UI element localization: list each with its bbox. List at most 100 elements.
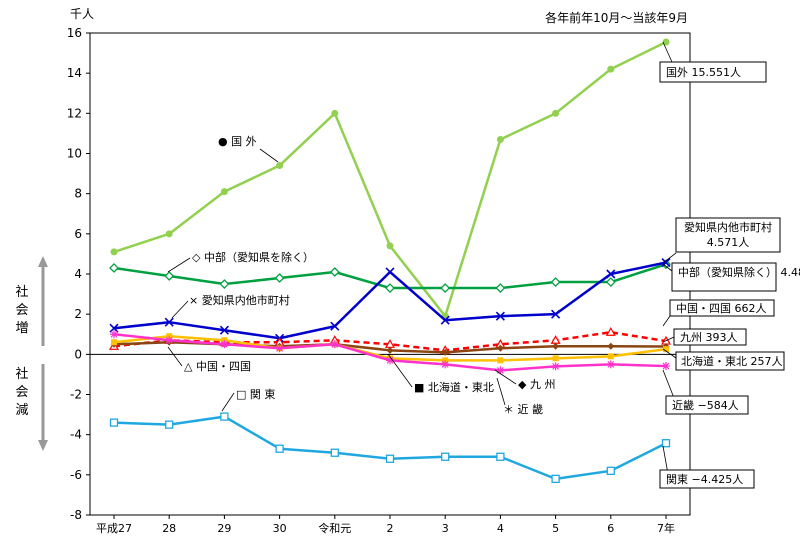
data-point — [165, 336, 174, 345]
increase-arrow — [38, 256, 48, 346]
callout-overseas: 国外 15.551人 — [659, 61, 767, 83]
data-point — [441, 452, 450, 461]
svg-text:近畿 −584人: 近畿 −584人 — [672, 398, 739, 412]
y-tick-label: 14 — [67, 66, 82, 80]
x-tick-label: 5 — [552, 522, 559, 535]
y-tick-label: 6 — [74, 227, 82, 241]
data-point — [164, 317, 174, 327]
data-point — [276, 162, 284, 170]
legend-label-kanto: □ 関 東 — [236, 388, 275, 401]
data-point — [219, 325, 229, 335]
series-layer — [108, 38, 672, 484]
series-0 — [110, 38, 670, 320]
increase-char-1: 社 — [15, 284, 28, 300]
data-point — [164, 271, 175, 281]
data-point — [606, 466, 615, 475]
svg-text:愛知県内他市町村: 愛知県内他市町村 — [684, 220, 772, 234]
data-point — [385, 454, 395, 463]
data-point — [220, 188, 228, 196]
data-point — [551, 362, 560, 371]
data-point — [496, 452, 505, 461]
callout-kyushu: 九州 393人 — [673, 328, 747, 346]
data-point — [606, 269, 616, 279]
x-tick-label: 28 — [162, 522, 176, 535]
series-7 — [109, 412, 671, 484]
plot-area — [89, 32, 691, 516]
data-point — [220, 412, 229, 421]
period-note: 各年前年10月～当該年9月 — [545, 10, 688, 25]
x-tick-label: 令和元 — [318, 521, 351, 535]
svg-text:4.571人: 4.571人 — [707, 236, 750, 249]
data-point — [496, 366, 505, 375]
data-point — [605, 277, 616, 287]
data-point — [109, 263, 119, 273]
y-tick-label: 8 — [74, 187, 82, 201]
legend-label-kinki: ＊ 近 畿 — [503, 402, 543, 416]
data-point — [663, 346, 669, 353]
x-tick-label: 4 — [497, 522, 504, 535]
increase-char-3: 増 — [15, 321, 28, 336]
decrease-char-2: 会 — [15, 385, 28, 400]
data-point — [552, 342, 560, 350]
y-tick-label: 4 — [74, 267, 82, 281]
svg-text:関東 −4.425人: 関東 −4.425人 — [666, 473, 743, 486]
data-point — [386, 346, 394, 354]
data-point — [110, 330, 118, 339]
data-point — [109, 418, 119, 427]
leader-lines — [167, 41, 677, 475]
y-tick-label: 10 — [67, 147, 82, 161]
data-point — [165, 420, 174, 429]
data-point — [440, 315, 450, 325]
data-point — [386, 242, 394, 250]
legend-label-overseas: ● 国 外 — [218, 135, 257, 148]
svg-text:中国・四国 662人: 中国・四国 662人 — [676, 302, 767, 315]
data-point — [275, 444, 284, 453]
callout-chubu: 中部（愛知県除く） 4.485人 — [671, 262, 800, 292]
data-point — [441, 348, 449, 356]
data-point — [605, 327, 616, 336]
data-point — [385, 267, 395, 277]
legend-label-hokkaido: ■ 北海道・東北 — [414, 380, 494, 394]
data-point — [330, 340, 339, 349]
x-tick-label: 30 — [273, 522, 287, 535]
data-point — [109, 323, 119, 333]
svg-text:中部（愛知県除く） 4.485人: 中部（愛知県除く） 4.485人 — [678, 265, 800, 279]
svg-text:国外 15.551人: 国外 15.551人 — [666, 66, 741, 79]
data-point — [661, 257, 671, 268]
y-tick-label: 2 — [74, 307, 82, 321]
svg-text:九州 393人: 九州 393人 — [680, 331, 738, 344]
y-tick-label: -4 — [70, 428, 82, 442]
x-tick-label: 2 — [387, 522, 394, 535]
data-point — [275, 344, 284, 353]
data-point — [495, 311, 505, 321]
callout-kinki: 近畿 −584人 — [665, 395, 749, 415]
y-tick-label: -8 — [70, 508, 82, 522]
data-point — [495, 283, 506, 293]
callout-chugoku: 中国・四国 662人 — [669, 299, 775, 317]
data-point — [221, 337, 228, 344]
data-point — [606, 360, 615, 369]
data-point — [165, 230, 173, 238]
legend-label-chugoku: △ 中国・四国 — [184, 360, 251, 373]
data-point — [219, 279, 230, 289]
increase-char-2: 会 — [15, 303, 28, 318]
data-point — [551, 474, 560, 484]
callout-kanto: 関東 −4.425人 — [659, 469, 755, 489]
data-point — [330, 321, 340, 331]
data-point — [331, 109, 339, 117]
x-tick-label: 7年 — [657, 521, 675, 535]
data-point — [552, 109, 560, 117]
x-tick-label: 平成27 — [96, 522, 132, 535]
svg-text:北海道・東北 257人: 北海道・東北 257人 — [681, 354, 783, 368]
y-tick-label: -2 — [70, 388, 82, 402]
data-point — [329, 267, 340, 277]
decrease-arrow — [38, 364, 48, 451]
series-6 — [110, 330, 670, 375]
data-point — [496, 344, 504, 352]
data-point — [552, 355, 559, 362]
data-point — [166, 333, 173, 340]
data-point — [111, 339, 117, 346]
unit-label: 千人 — [70, 7, 94, 21]
data-point — [607, 342, 615, 350]
